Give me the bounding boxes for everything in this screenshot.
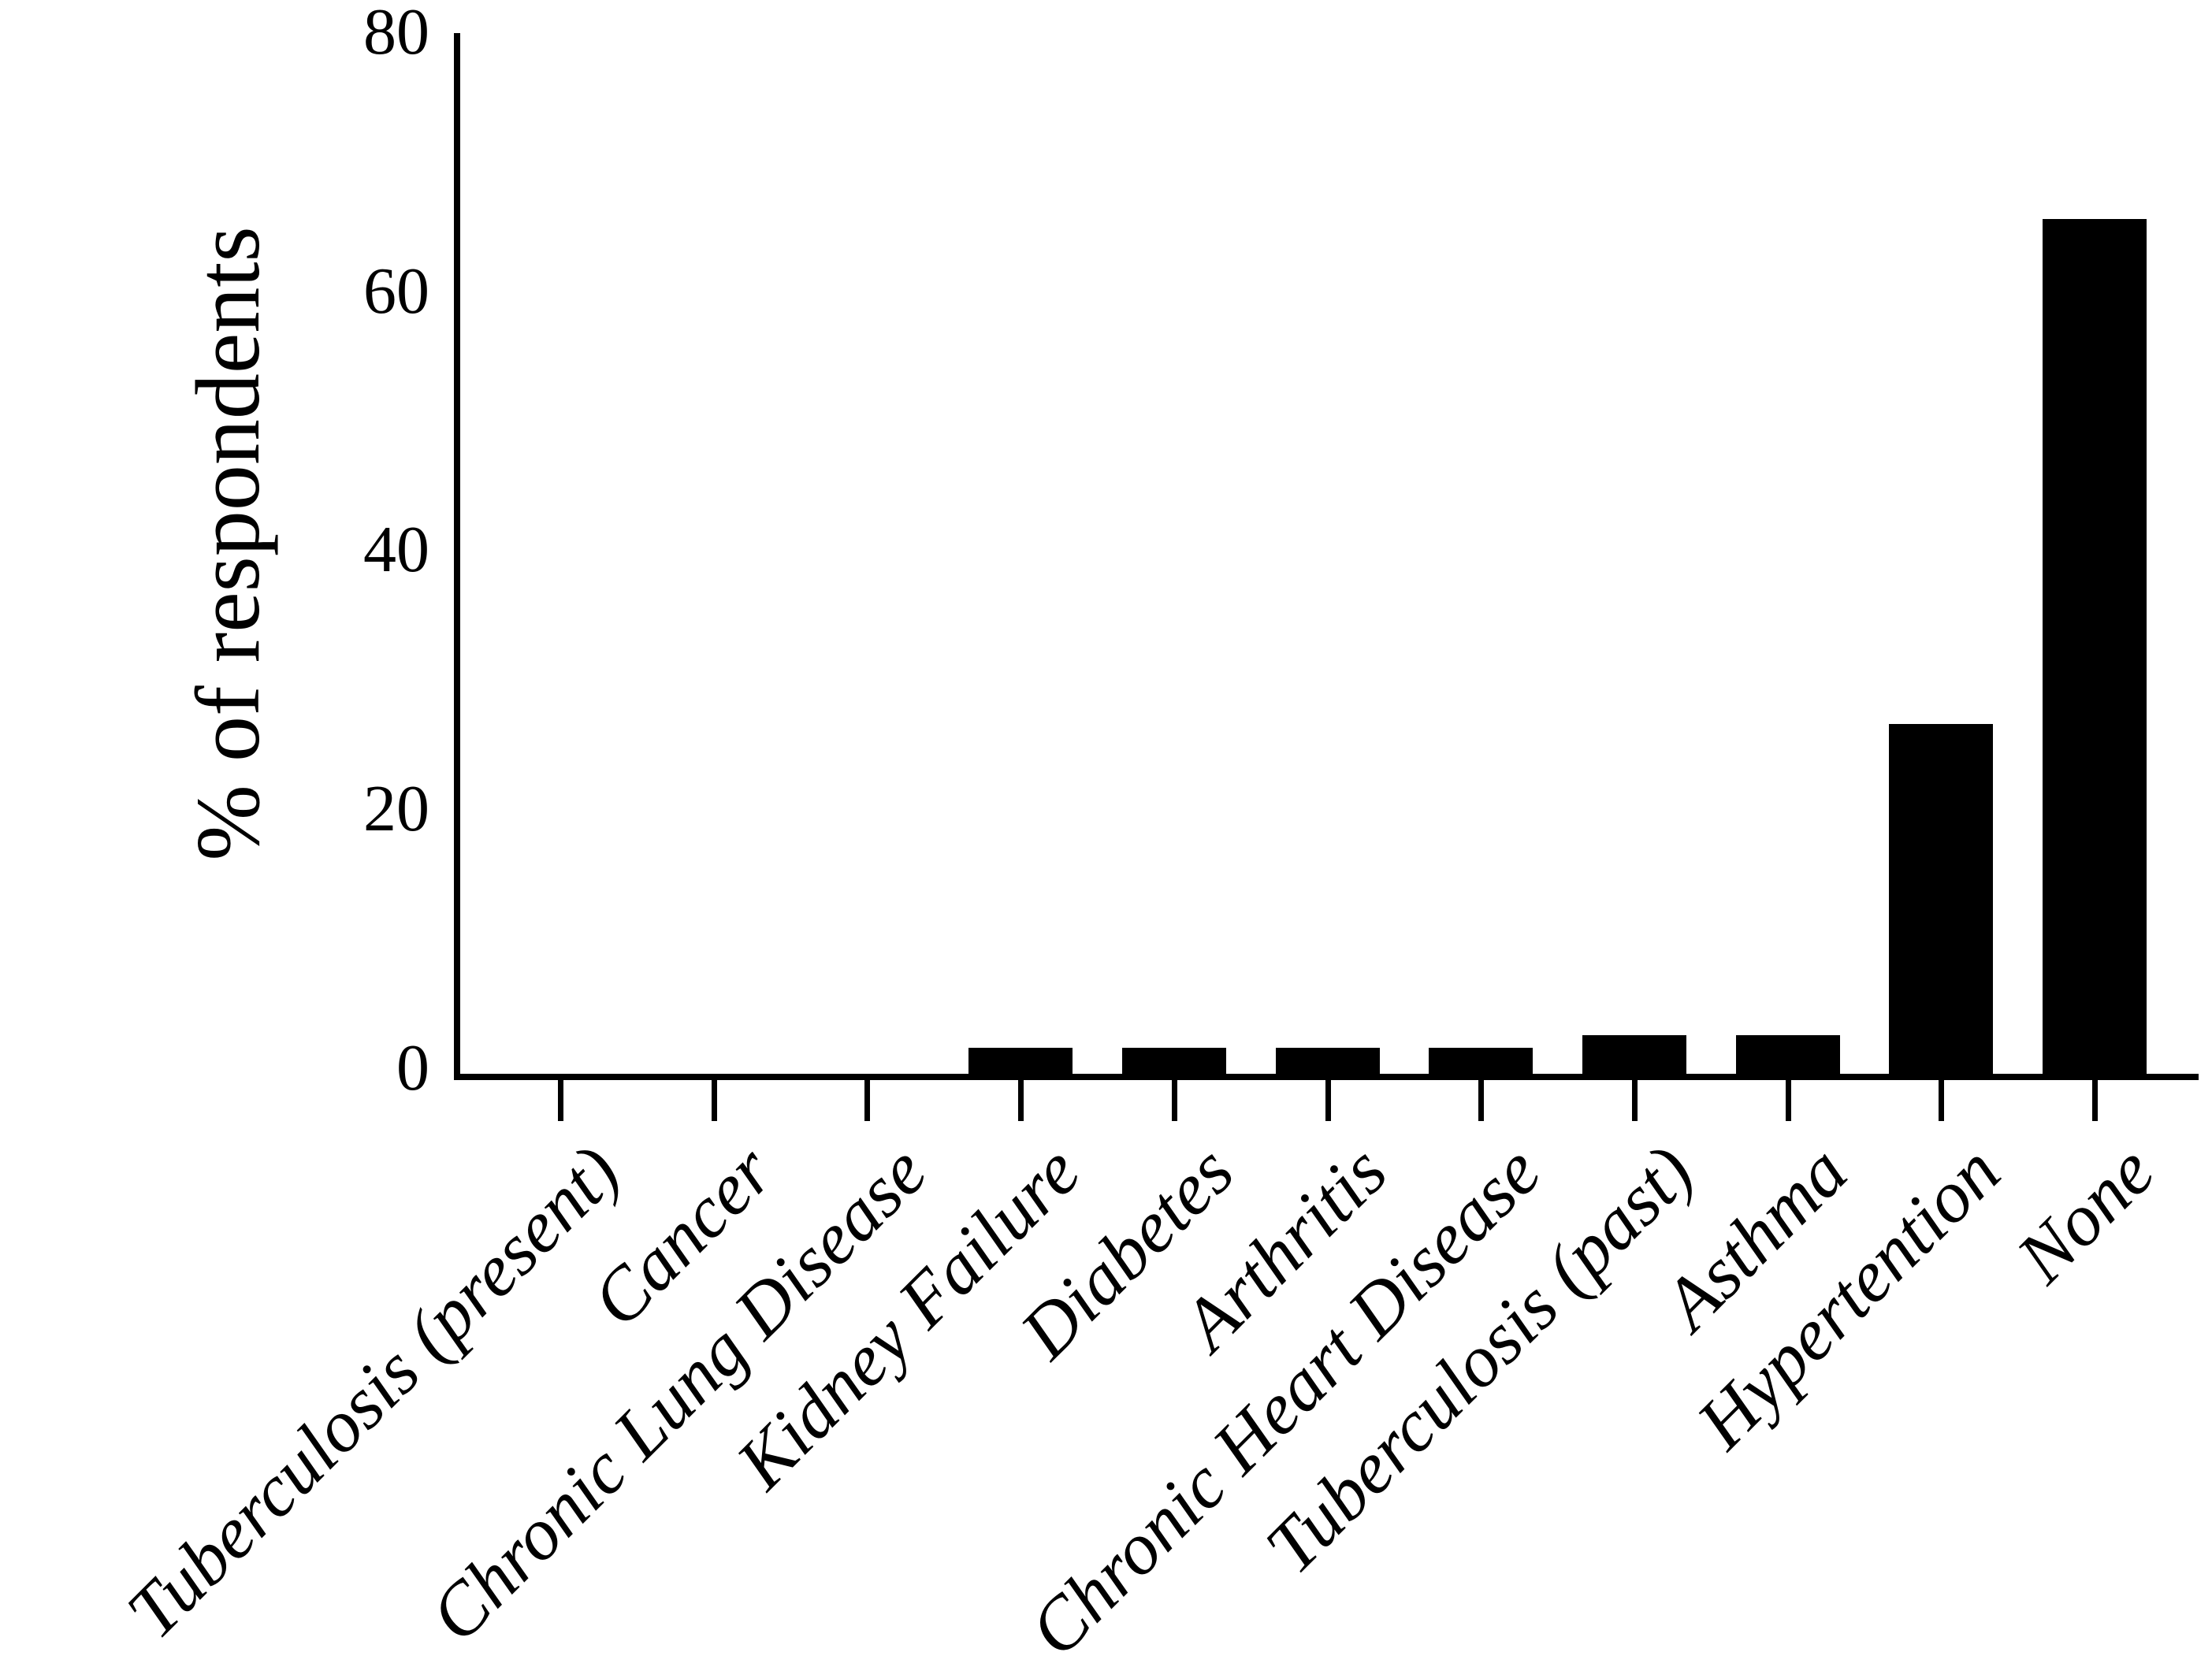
bar-arthritis	[1276, 1048, 1380, 1074]
x-tick-hypertention	[1939, 1080, 1944, 1121]
y-axis-label: % of respondents	[178, 226, 279, 861]
bar-chronic-heart-disease	[1429, 1048, 1533, 1074]
x-axis-line	[454, 1074, 2199, 1080]
y-tick-label-60: 60	[363, 254, 429, 328]
x-tick-chronic-heart-disease	[1478, 1080, 1484, 1121]
bar-kidney-failure	[968, 1048, 1073, 1074]
x-tick-chronic-lung-disease	[864, 1080, 870, 1121]
y-tick-label-80: 80	[363, 0, 429, 69]
y-tick-label-0: 0	[396, 1031, 429, 1105]
bar-tuberculosis-past	[1582, 1035, 1686, 1074]
x-tick-diabetes	[1172, 1080, 1177, 1121]
x-tick-asthma	[1786, 1080, 1791, 1121]
bar-diabetes	[1122, 1048, 1226, 1074]
x-tick-cancer	[712, 1080, 717, 1121]
x-tick-arthritis	[1325, 1080, 1331, 1121]
x-tick-label-none: None	[2001, 1130, 2170, 1299]
y-tick-label-20: 20	[363, 772, 429, 846]
bar-none	[2043, 219, 2147, 1074]
x-tick-tuberculosis-present	[558, 1080, 563, 1121]
y-tick-label-40: 40	[363, 513, 429, 587]
x-tick-tuberculosis-past	[1632, 1080, 1638, 1121]
x-tick-kidney-failure	[1018, 1080, 1024, 1121]
y-axis-line	[454, 33, 460, 1080]
bar-hypertention	[1889, 724, 1993, 1074]
x-tick-none	[2092, 1080, 2098, 1121]
bar-asthma	[1736, 1035, 1840, 1074]
